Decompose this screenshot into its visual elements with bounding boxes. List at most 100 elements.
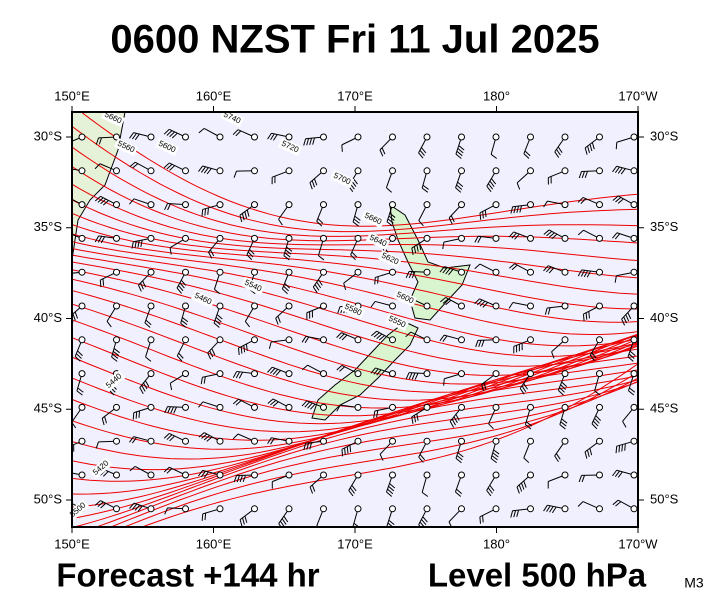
barb-station <box>355 472 361 478</box>
barb-station <box>79 303 85 309</box>
barb-station <box>459 404 465 410</box>
barb-flag <box>139 411 140 418</box>
right-label: 40°S <box>650 310 679 325</box>
barb-station <box>424 168 430 174</box>
barb-station <box>217 506 223 512</box>
barb-station <box>528 303 534 309</box>
barb-station <box>493 168 499 174</box>
barb-station <box>459 337 465 343</box>
barb-station <box>252 506 258 512</box>
barb-station <box>321 269 327 275</box>
barb-station <box>252 235 258 241</box>
barb-flag <box>616 142 617 149</box>
right-label: 50°S <box>650 491 679 506</box>
barb-station <box>183 506 189 512</box>
barb-flag <box>625 444 626 451</box>
barb-station <box>355 438 361 444</box>
barb-station <box>631 337 637 343</box>
barb-flag <box>208 208 209 215</box>
barb-station <box>183 371 189 377</box>
barb-station <box>597 438 603 444</box>
barb-station <box>148 303 154 309</box>
barb-station <box>528 168 534 174</box>
barb-station <box>493 269 499 275</box>
barb-station <box>528 134 534 140</box>
bottom-label: 170°E <box>337 536 373 551</box>
barb-flag <box>136 412 137 419</box>
barb-station <box>286 303 292 309</box>
top-label: 170°W <box>618 88 658 103</box>
barb-station <box>321 337 327 343</box>
barb-station <box>217 472 223 478</box>
barb-station <box>528 404 534 410</box>
barb-station <box>252 269 258 275</box>
barb-station <box>183 134 189 140</box>
barb-station <box>424 202 430 208</box>
barb-station <box>252 472 258 478</box>
barb-station <box>252 371 258 377</box>
left-label: 45°S <box>34 401 63 416</box>
barb-station <box>286 438 292 444</box>
barb-station <box>114 269 120 275</box>
barb-flag <box>619 445 620 452</box>
barb-station <box>217 202 223 208</box>
barb-station <box>183 202 189 208</box>
barb-station <box>79 404 85 410</box>
barb-station <box>321 303 327 309</box>
barb-station <box>355 269 361 275</box>
barb-station <box>597 303 603 309</box>
barb-station <box>252 337 258 343</box>
barb-flag <box>586 313 587 320</box>
barb-station <box>321 202 327 208</box>
barb-station <box>355 134 361 140</box>
barb-station <box>217 438 223 444</box>
barb-station <box>148 404 154 410</box>
barb-station <box>217 168 223 174</box>
barb-station <box>562 168 568 174</box>
barb-flag <box>205 513 206 520</box>
barb-station <box>597 168 603 174</box>
barb-station <box>459 371 465 377</box>
barb-station <box>390 202 396 208</box>
barb-station <box>562 472 568 478</box>
barb-station <box>631 303 637 309</box>
barb-station <box>597 202 603 208</box>
level-label: Level 500 hPa <box>428 557 647 594</box>
barb-station <box>114 404 120 410</box>
barb-station <box>114 235 120 241</box>
barb-flag <box>616 446 617 453</box>
barb-station <box>562 303 568 309</box>
barb-flag <box>342 145 343 152</box>
barb-station <box>79 202 85 208</box>
top-label: 150°E <box>54 88 90 103</box>
barb-station <box>183 269 189 275</box>
barb-station <box>114 438 120 444</box>
barb-station <box>424 337 430 343</box>
barb-station <box>252 438 258 444</box>
barb-station <box>631 134 637 140</box>
barb-station <box>286 269 292 275</box>
barb-flag <box>378 277 379 284</box>
barb-station <box>597 506 603 512</box>
barb-station <box>217 404 223 410</box>
barb-station <box>528 371 534 377</box>
barb-station <box>321 371 327 377</box>
barb-station <box>355 337 361 343</box>
barb-station <box>424 472 430 478</box>
barb-station <box>217 134 223 140</box>
barb-station <box>493 134 499 140</box>
barb-flag <box>350 445 351 452</box>
bottom-label: 170°W <box>618 536 658 551</box>
barb-station <box>562 438 568 444</box>
barb-station <box>79 438 85 444</box>
barb-flag <box>483 515 484 522</box>
barb-station <box>631 371 637 377</box>
barb-station <box>390 438 396 444</box>
barb-station <box>183 168 189 174</box>
barb-station <box>390 134 396 140</box>
barb-station <box>286 235 292 241</box>
barb-flag <box>133 413 134 420</box>
barb-station <box>217 269 223 275</box>
barb-station <box>493 303 499 309</box>
